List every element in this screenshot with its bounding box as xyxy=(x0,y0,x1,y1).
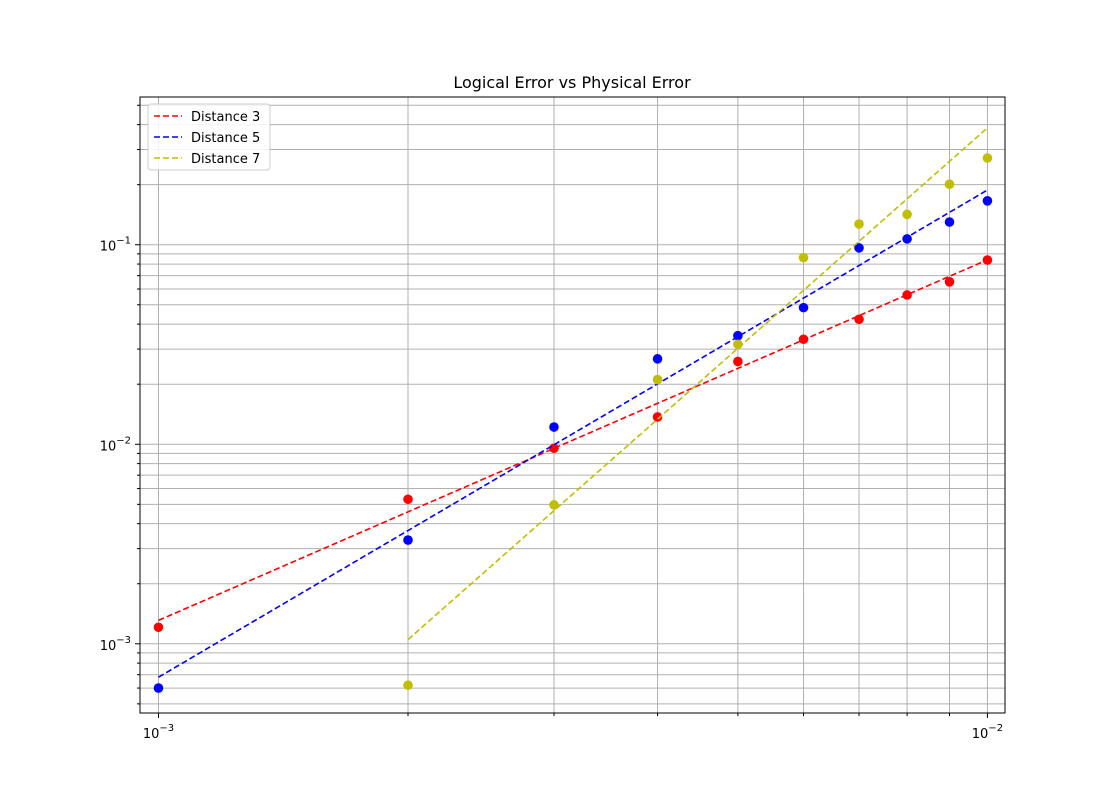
x-tick-label-1: 10−2 xyxy=(972,723,1003,742)
plot-frame xyxy=(139,96,1006,714)
legend-label-3: Distance 7 xyxy=(191,152,260,167)
data-point-series-2-8 xyxy=(902,234,912,244)
data-point-series-3-4 xyxy=(733,339,743,350)
data-point-series-1-4 xyxy=(652,412,663,422)
data-point-series-3-5 xyxy=(798,252,809,263)
data-point-series-2-9 xyxy=(944,217,955,227)
y-tick-label-1: 10−2 xyxy=(100,435,131,454)
data-point-series-1-6 xyxy=(798,334,809,345)
y-tick-label-2: 10−1 xyxy=(100,236,131,255)
fit-line-series-2 xyxy=(158,189,988,678)
data-point-series-1-8 xyxy=(902,290,912,300)
fit-line-series-3 xyxy=(407,127,988,641)
data-point-series-1-10 xyxy=(982,255,993,265)
data-point-series-2-1 xyxy=(153,683,164,693)
series-1 xyxy=(153,255,993,633)
data-point-series-1-9 xyxy=(944,276,955,287)
data-point-series-2-4 xyxy=(652,354,663,364)
data-point-series-1-5 xyxy=(733,356,743,367)
data-point-series-2-7 xyxy=(854,243,864,253)
data-point-series-3-2 xyxy=(549,500,559,510)
data-point-series-1-3 xyxy=(549,443,559,454)
series-layer xyxy=(153,127,993,693)
data-point-series-1-7 xyxy=(854,314,864,325)
data-point-series-3-3 xyxy=(652,374,663,385)
legend-box xyxy=(147,103,271,171)
legend-label-2: Distance 5 xyxy=(191,131,260,146)
data-point-series-2-10 xyxy=(982,196,993,206)
y-tick-label-0: 10−3 xyxy=(100,635,131,654)
data-point-series-3-1 xyxy=(403,680,413,691)
data-point-series-1-2 xyxy=(403,494,413,505)
data-point-series-2-2 xyxy=(403,535,413,545)
series-2 xyxy=(153,189,993,693)
data-point-series-3-8 xyxy=(944,179,955,190)
fit-line-series-1 xyxy=(158,259,988,622)
data-point-series-2-5 xyxy=(733,330,743,341)
data-point-series-3-7 xyxy=(902,209,912,220)
grid xyxy=(140,97,1005,713)
chart-title: Logical Error vs Physical Error xyxy=(453,73,691,92)
data-point-series-2-6 xyxy=(798,302,809,313)
plot-area xyxy=(140,97,1005,713)
data-point-series-3-9 xyxy=(982,153,993,163)
legend: Distance 3 Distance 5 Distance 7 xyxy=(147,103,271,171)
legend-label-1: Distance 3 xyxy=(191,110,260,125)
x-tick-label-0: 10−3 xyxy=(143,723,174,742)
ticks: 10−3 10−2 10−3 10−2 10−1 xyxy=(100,104,1003,742)
data-point-series-2-3 xyxy=(549,422,559,432)
data-point-series-1-1 xyxy=(153,622,164,633)
series-3 xyxy=(403,127,993,691)
data-point-series-3-6 xyxy=(854,219,864,229)
